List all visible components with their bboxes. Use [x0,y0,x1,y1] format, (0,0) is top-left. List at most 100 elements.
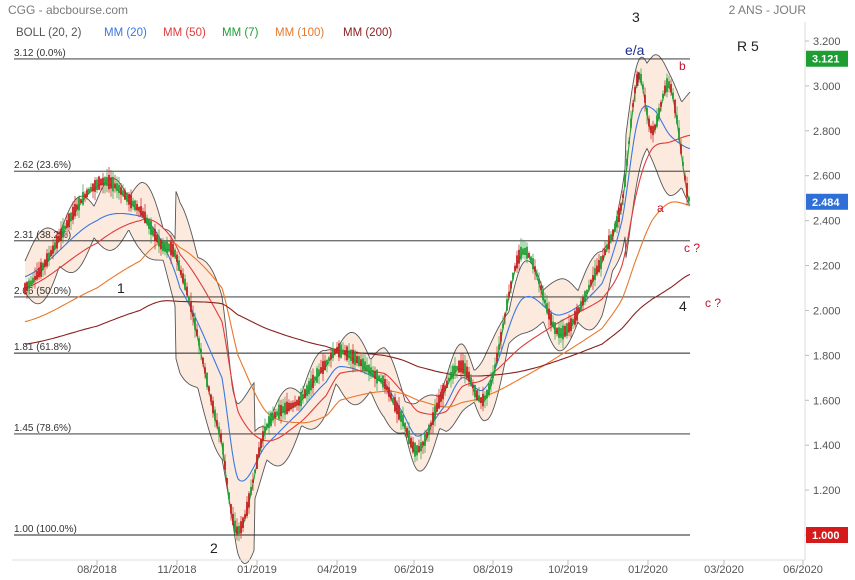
candle-body [478,395,480,402]
candle-body [404,422,406,429]
fib-level-label: 1.45 (78.6%) [14,423,71,434]
candle-body [614,223,616,232]
candle-body [138,206,140,211]
candle-body [264,426,266,434]
candle-body [588,284,590,290]
candle-body [210,394,212,402]
candle-body [402,414,404,427]
candle-body [476,390,478,401]
candle-body [462,360,464,374]
candle-body [362,358,364,371]
x-axis: 08/2018 11/2018 01/2019 04/2019 06/2019 08/20… [77,560,823,576]
candle-body [412,441,414,453]
candle-body [328,357,330,361]
y-tick-label: 2.800 [813,126,841,138]
candle-body [322,361,324,374]
candle-body [312,374,314,389]
legend-item-mm20[interactable]: MM (20) [104,27,147,39]
candle-body [316,368,318,383]
candle-body [468,371,470,382]
candle-body [442,385,444,400]
candle-body [546,303,548,313]
candle-body [150,220,152,235]
candle-body [90,186,92,192]
candle-body [242,517,244,528]
legend-item-mm200[interactable]: MM (200) [343,27,392,39]
x-tick-label: 01/2019 [237,564,277,576]
legend-item-mm7[interactable]: MM (7) [222,27,259,39]
candle-body [38,267,40,278]
candle-body [260,439,262,448]
candle-body [636,74,638,86]
candle-body [270,412,272,426]
candle-body [40,262,42,277]
candle-body [214,409,216,421]
candle-body [76,204,78,210]
candle-body [656,115,658,127]
candle-body [130,194,132,209]
candle-body [612,229,614,237]
candle-body [336,347,338,354]
candle-body [498,344,500,351]
candle-body [344,350,346,355]
candle-body [278,404,280,419]
candle-body [178,260,180,271]
candle-body [82,191,84,205]
candle-body [340,344,342,358]
candle-body [288,402,290,412]
candle-body [124,190,126,200]
candle-body [250,487,252,495]
candle-body [116,183,118,192]
legend-item-boll[interactable]: BOLL (20, 2) [16,27,82,39]
candle-body [538,278,540,285]
legend-item-mm100[interactable]: MM (100) [275,27,324,39]
candle-body [46,253,48,267]
candle-body [166,241,168,254]
candle-body [378,375,380,381]
candle-body [194,317,196,330]
candle-body [70,212,72,222]
fib-level-label: 2.62 (23.6%) [14,160,71,171]
candle-body [526,246,528,259]
candle-body [494,364,496,370]
wave-annotations: R 5 3 e/a b a c ? c ? 4 1 2 [117,9,759,556]
bollinger-upper [24,54,691,433]
candle-body [582,297,584,306]
candle-body [624,174,626,187]
candle-body [220,433,222,442]
candle-body [418,445,420,453]
candle-body [24,283,26,293]
wave-label: c ? [705,296,721,310]
candle-body [398,405,400,420]
price-badge [806,50,848,67]
candle-body [64,225,66,230]
candle-body [470,377,472,386]
y-tick-label: 2.400 [813,216,841,228]
candle-body [632,103,634,108]
legend-item-mm50[interactable]: MM (50) [163,27,206,39]
candle-body [440,391,442,402]
candle-body [388,387,390,397]
wave-label: 2 [210,540,218,556]
candle-body [592,275,594,282]
candle-body [346,346,348,361]
candle-body [590,279,592,286]
candle-body [400,410,402,422]
candle-body [176,254,178,262]
candle-body [212,400,214,414]
candle-body [668,81,670,88]
candle-body [300,391,302,407]
candle-body [598,260,600,273]
candle-body [380,378,382,382]
candle-body [608,235,610,250]
candle-body [678,127,680,141]
candle-body [292,402,294,408]
candle-body [644,94,646,103]
candle-body [618,207,620,223]
candle-body [564,325,566,337]
candle-body [670,84,672,93]
candle-body [148,219,150,229]
candle-body [144,211,146,224]
candle-body [570,318,572,331]
candle-body [602,255,604,261]
